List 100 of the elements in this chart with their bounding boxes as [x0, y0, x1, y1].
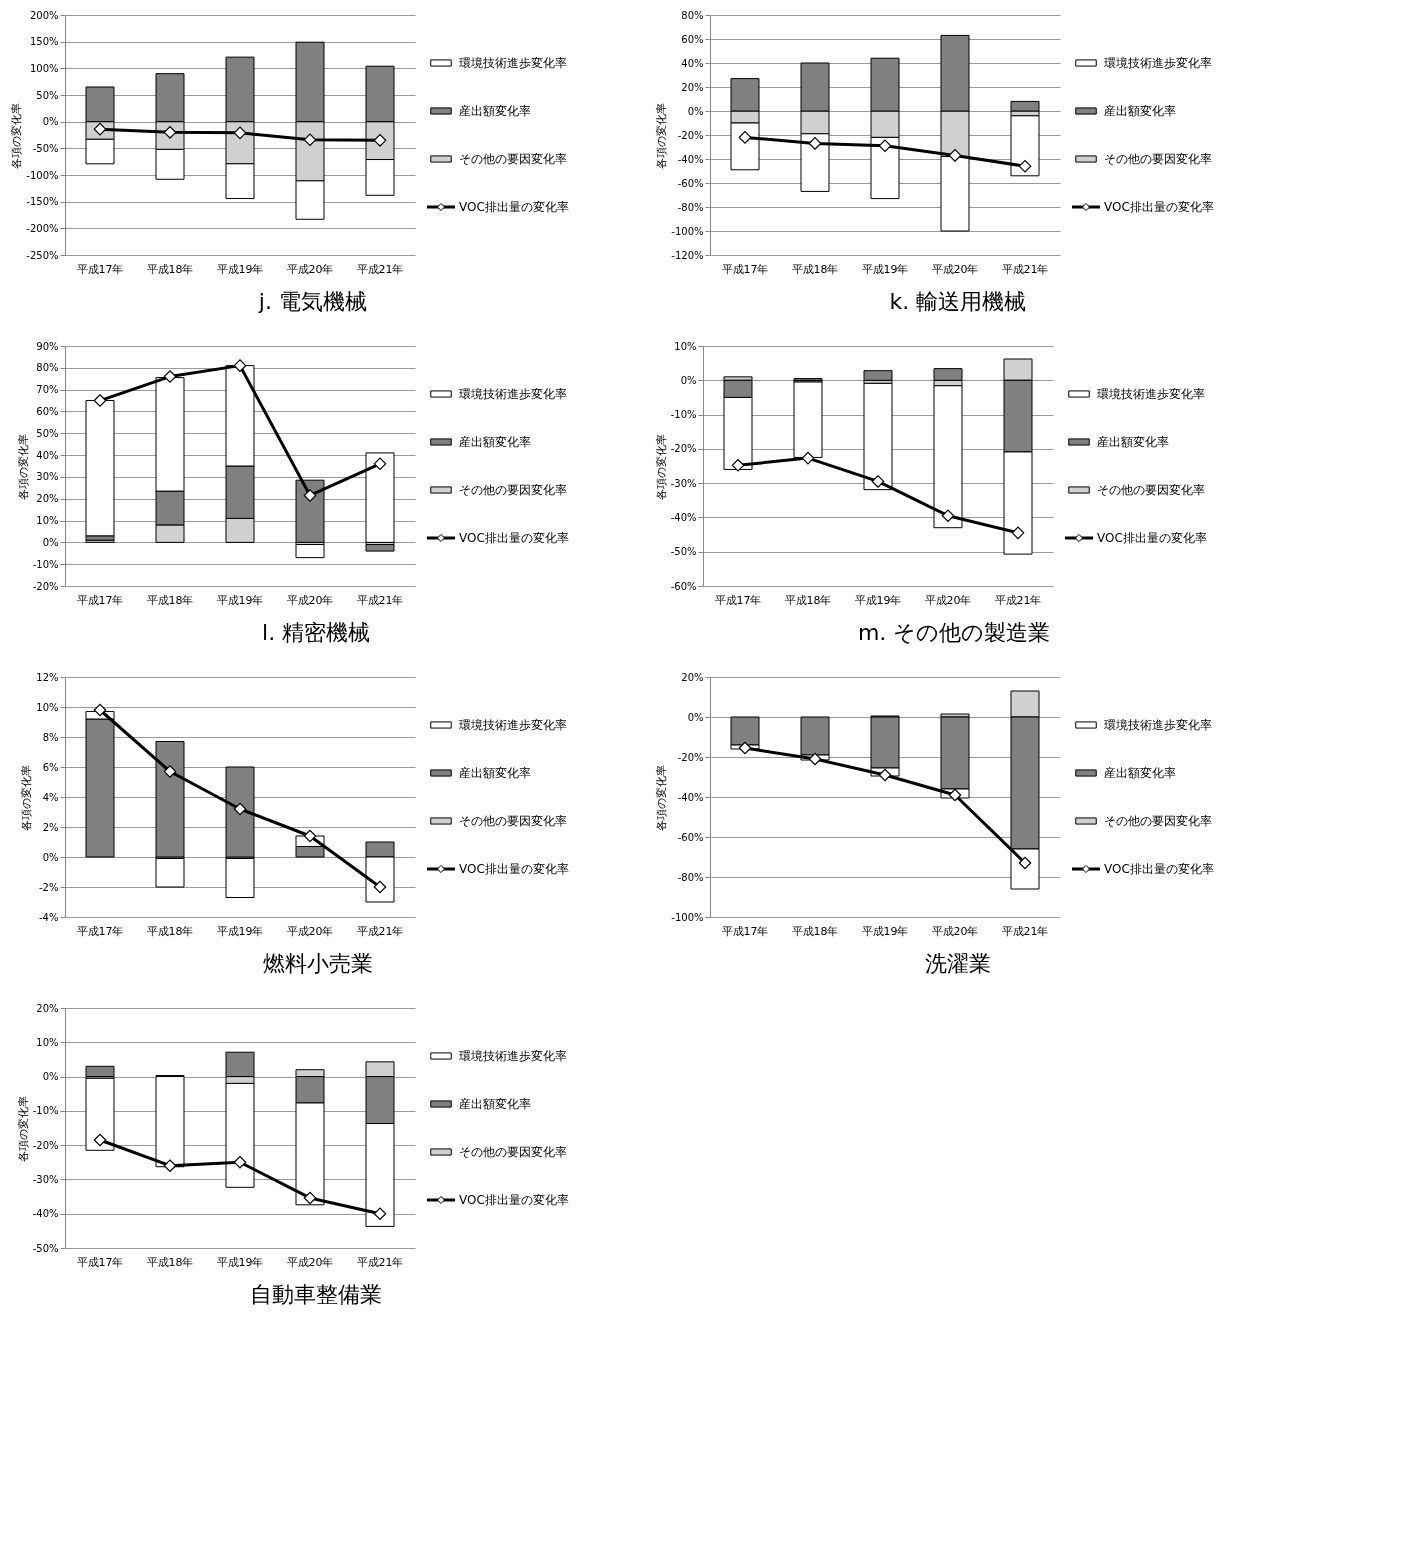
x-tick-label: 平成21年: [356, 593, 404, 607]
text: 燃料小売業: [262, 951, 373, 976]
y-tick-label: -120%: [671, 249, 704, 261]
x-tick-label: 平成20年: [931, 262, 979, 276]
legend-label: VOC排出量の変化率: [1097, 531, 1207, 545]
y-tick-label: 200%: [29, 9, 59, 21]
legend-label: VOC排出量の変化率: [1104, 862, 1214, 876]
y-tick-label: 20%: [36, 1002, 59, 1014]
legend-label: その他の要因変化率: [1104, 814, 1212, 828]
y-tick-label: -50%: [32, 1242, 59, 1254]
x-tick-label: 平成21年: [1001, 262, 1049, 276]
y-tick-label: 100%: [29, 62, 59, 74]
x-tick-label: 平成17年: [714, 593, 762, 607]
legend-label: 環境技術進歩変化率: [459, 718, 567, 732]
y-tick-label: 20%: [681, 81, 704, 93]
y-tick-label: 6%: [42, 761, 59, 773]
legend-label: VOC排出量の変化率: [459, 1193, 569, 1207]
y-tick-label: -100%: [26, 169, 59, 181]
y-tick-label: 60%: [681, 33, 704, 45]
y-tick-label: 2%: [42, 821, 59, 833]
y-tick-label: 12%: [36, 671, 59, 683]
y-tick-label: 30%: [36, 471, 59, 483]
y-tick-label: 60%: [36, 405, 59, 417]
y-tick-label: -4%: [39, 911, 59, 923]
y-tick-label: 10%: [674, 340, 697, 352]
legend-label: VOC排出量の変化率: [459, 200, 569, 214]
y-tick-label: 40%: [36, 449, 59, 461]
y-tick-label: -10%: [670, 409, 697, 421]
y-tick-label: -10%: [32, 1105, 59, 1117]
x-tick-label: 平成18年: [146, 593, 194, 607]
y-tick-label: -60%: [670, 580, 697, 592]
y-tick-label: 20%: [36, 493, 59, 505]
x-tick-label: 平成20年: [286, 1255, 334, 1269]
legend-label: 環境技術進歩変化率: [1097, 387, 1205, 401]
y-tick-label: 70%: [36, 384, 59, 396]
x-tick-label: 平成18年: [146, 1255, 194, 1269]
y-tick-label: -20%: [670, 443, 697, 455]
x-tick-label: 平成17年: [76, 262, 124, 276]
x-tick-label: 平成19年: [861, 924, 909, 938]
text: l. 精密機械: [262, 620, 371, 645]
x-tick-label: 平成21年: [1001, 924, 1049, 938]
y-tick-label: -60%: [677, 831, 704, 843]
legend-label: その他の要因変化率: [1097, 483, 1205, 497]
x-tick-label: 平成17年: [76, 593, 124, 607]
y-tick-label: -40%: [677, 791, 704, 803]
x-tick-label: 平成21年: [994, 593, 1042, 607]
legend-label: その他の要因変化率: [459, 814, 567, 828]
x-tick-label: 平成19年: [216, 1255, 264, 1269]
legend-label: その他の要因変化率: [1104, 152, 1212, 166]
legend-label: その他の要因変化率: [459, 483, 567, 497]
y-axis-title: 各項の変化率: [20, 764, 34, 831]
x-tick-label: 平成18年: [146, 924, 194, 938]
x-tick-label: 平成19年: [216, 262, 264, 276]
y-tick-label: -150%: [26, 196, 59, 208]
y-tick-label: 0%: [42, 536, 59, 548]
y-tick-label: 50%: [36, 89, 59, 101]
legend-label: その他の要因変化率: [459, 152, 567, 166]
x-tick-label: 平成18年: [146, 262, 194, 276]
y-tick-label: 150%: [29, 36, 59, 48]
x-tick-label: 平成21年: [356, 1255, 404, 1269]
y-tick-label: 0%: [687, 711, 704, 723]
y-tick-label: 0%: [680, 374, 697, 386]
legend-label: 環境技術進歩変化率: [459, 56, 567, 70]
legend-label: 産出額変化率: [1104, 104, 1176, 118]
y-tick-label: -30%: [32, 1173, 59, 1185]
y-tick-label: 80%: [681, 9, 704, 21]
text: m. その他の製造業: [857, 620, 1051, 645]
text: k. 輸送用機械: [889, 289, 1027, 314]
y-tick-label: 4%: [42, 791, 59, 803]
y-tick-label: 10%: [36, 1036, 59, 1048]
x-tick-label: 平成20年: [931, 924, 979, 938]
y-tick-label: -2%: [39, 881, 59, 893]
x-tick-label: 平成20年: [286, 593, 334, 607]
x-tick-label: 平成17年: [721, 262, 769, 276]
legend-label: VOC排出量の変化率: [1104, 200, 1214, 214]
x-tick-label: 平成21年: [356, 262, 404, 276]
y-tick-label: -20%: [32, 580, 59, 592]
text: 自動車整備業: [250, 1282, 383, 1307]
y-tick-label: -50%: [32, 142, 59, 154]
y-tick-label: -250%: [26, 249, 59, 261]
y-tick-label: -200%: [26, 222, 59, 234]
text: j. 電気機械: [257, 289, 367, 314]
y-tick-label: 0%: [42, 116, 59, 128]
legend-label: 環境技術進歩変化率: [459, 387, 567, 401]
x-tick-label: 平成20年: [924, 593, 972, 607]
x-tick-label: 平成19年: [861, 262, 909, 276]
y-axis-title: 各項の変化率: [654, 433, 668, 500]
legend-label: 産出額変化率: [459, 104, 531, 118]
y-tick-label: -20%: [677, 751, 704, 763]
y-tick-label: -10%: [32, 558, 59, 570]
y-tick-label: 10%: [36, 515, 59, 527]
y-axis-title: 各項の変化率: [10, 102, 24, 169]
y-tick-label: -40%: [32, 1208, 59, 1220]
x-tick-label: 平成20年: [286, 262, 334, 276]
x-tick-label: 平成19年: [216, 924, 264, 938]
y-tick-label: -50%: [670, 546, 697, 558]
y-tick-label: 0%: [42, 851, 59, 863]
x-tick-label: 平成18年: [791, 924, 839, 938]
y-tick-label: 90%: [36, 340, 59, 352]
y-tick-label: -60%: [677, 177, 704, 189]
